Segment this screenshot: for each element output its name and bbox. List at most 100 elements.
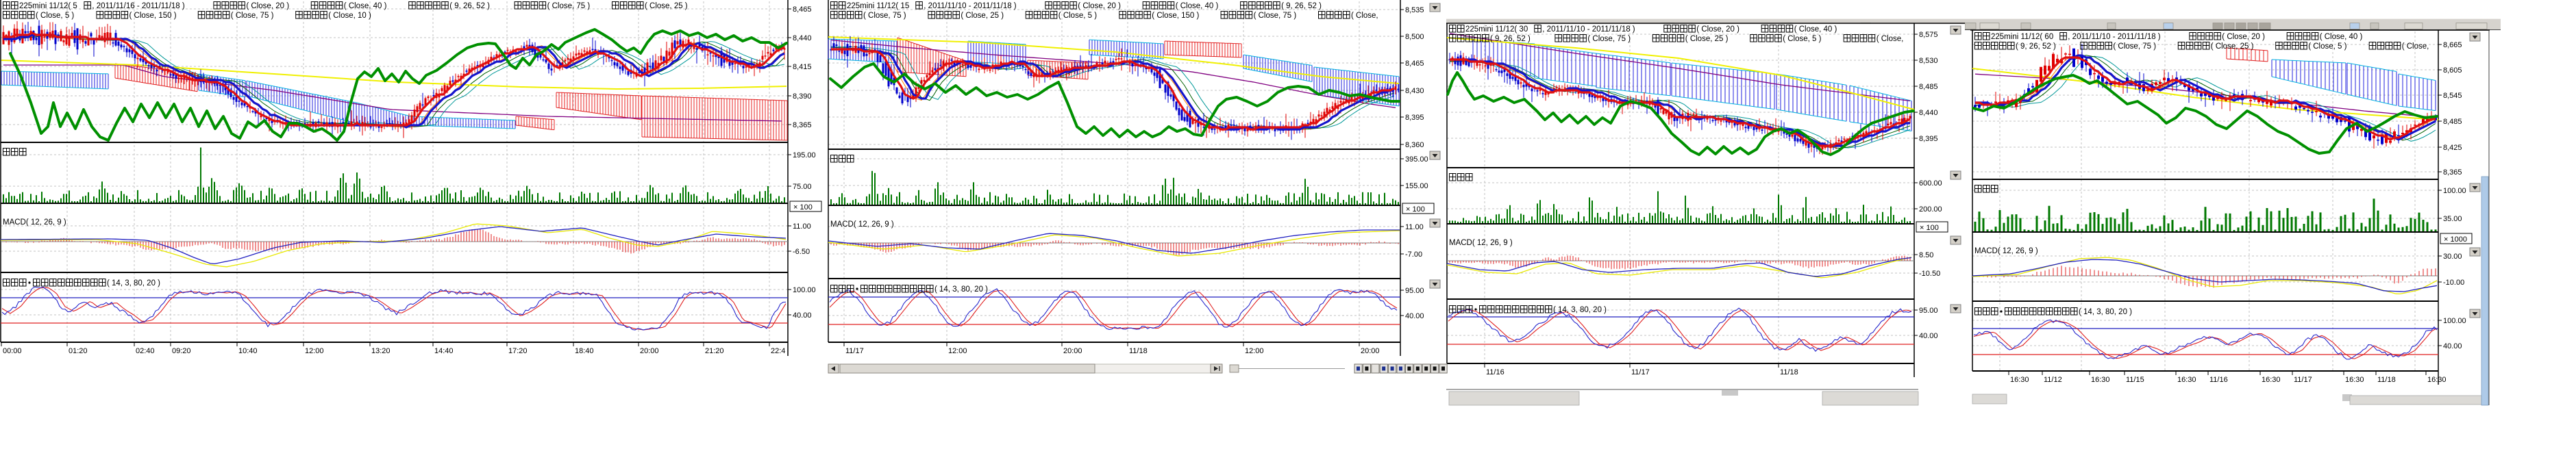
svg-text:8,465: 8,465 xyxy=(1405,60,1424,68)
svg-text:8,365: 8,365 xyxy=(2443,168,2462,177)
svg-text:× 100: × 100 xyxy=(1920,224,1939,232)
svg-text:100.00: 100.00 xyxy=(2443,187,2466,195)
svg-text:8,605: 8,605 xyxy=(2443,66,2462,75)
svg-text:09:20: 09:20 xyxy=(172,347,191,355)
svg-text:17:20: 17:20 xyxy=(508,347,528,355)
svg-text:22:4: 22:4 xyxy=(771,347,785,355)
svg-text:( 14, 3, 80, 20 ): ( 14, 3, 80, 20 ) xyxy=(934,285,988,294)
svg-text:( Close, 40 ): ( Close, 40 ) xyxy=(344,2,387,10)
svg-text:-10.50: -10.50 xyxy=(1919,270,1940,278)
svg-text:8,360: 8,360 xyxy=(1405,141,1424,149)
svg-text:( Close, 40 ): ( Close, 40 ) xyxy=(2320,33,2363,41)
svg-text:11/17: 11/17 xyxy=(2294,376,2312,384)
svg-text:8,395: 8,395 xyxy=(1405,114,1424,122)
svg-text:8,530: 8,530 xyxy=(1919,57,1938,65)
svg-text:8,500: 8,500 xyxy=(1405,33,1424,41)
svg-text:395.00: 395.00 xyxy=(1405,155,1428,164)
svg-text:8,545: 8,545 xyxy=(2443,92,2462,100)
svg-text:( 9, 26, 52 ): ( 9, 26, 52 ) xyxy=(1281,2,1322,10)
svg-text:-10.00: -10.00 xyxy=(2443,279,2464,287)
svg-text:8,485: 8,485 xyxy=(2443,118,2462,126)
svg-text:12:00: 12:00 xyxy=(305,347,324,355)
svg-text:13:20: 13:20 xyxy=(371,347,391,355)
svg-text:100.00: 100.00 xyxy=(2443,317,2466,325)
svg-text:( Close, 75 ): ( Close, 75 ) xyxy=(863,12,906,20)
svg-text:40.00: 40.00 xyxy=(793,311,812,320)
svg-text:40.00: 40.00 xyxy=(2443,342,2462,350)
svg-text:( Close, 25 ): ( Close, 25 ) xyxy=(645,2,688,10)
svg-text:( Close, 20 ): ( Close, 20 ) xyxy=(1696,25,1739,34)
svg-text:( Close, 10 ): ( Close, 10 ) xyxy=(328,12,371,20)
svg-text:( Close, 75 ): ( Close, 75 ) xyxy=(231,12,274,20)
svg-text:11.00: 11.00 xyxy=(1405,223,1424,231)
svg-text:16:30: 16:30 xyxy=(2177,376,2196,384)
svg-text:( Close, 20 ): ( Close, 20 ) xyxy=(1078,2,1121,10)
svg-text:11/18: 11/18 xyxy=(1780,368,1798,376)
svg-text:( Close, 20 ): ( Close, 20 ) xyxy=(2222,33,2265,41)
svg-text:00:00: 00:00 xyxy=(3,347,22,355)
svg-text:( 9, 26, 52 ): ( 9, 26, 52 ) xyxy=(2016,42,2056,51)
svg-text:225mini 11/12( 5: 225mini 11/12( 5 xyxy=(19,2,77,10)
svg-text:30.00: 30.00 xyxy=(2443,253,2462,261)
svg-text:8,395: 8,395 xyxy=(1919,135,1938,143)
svg-text:( Close, 75 ): ( Close, 75 ) xyxy=(1587,35,1631,43)
svg-text:02:40: 02:40 xyxy=(136,347,155,355)
svg-text:10:40: 10:40 xyxy=(238,347,258,355)
svg-text:, 2011/11/10 - 2011/11/18 ): , 2011/11/10 - 2011/11/18 ) xyxy=(924,2,1017,10)
svg-text:( Close, 75 ): ( Close, 75 ) xyxy=(1254,12,1297,20)
svg-text:8,465: 8,465 xyxy=(793,5,812,14)
svg-text:95.00: 95.00 xyxy=(1919,307,1938,315)
svg-text:225mini 11/12( 15: 225mini 11/12( 15 xyxy=(847,2,909,10)
svg-text:16:30: 16:30 xyxy=(2427,376,2447,384)
svg-text:( Close, 5 ): ( Close, 5 ) xyxy=(1783,35,1821,43)
svg-text:18:40: 18:40 xyxy=(575,347,594,355)
svg-text:8,535: 8,535 xyxy=(1405,6,1424,14)
svg-text:12:00: 12:00 xyxy=(1245,347,1264,355)
svg-text:( Close,: ( Close, xyxy=(1877,35,1904,43)
svg-text:( Close, 5 ): ( Close, 5 ) xyxy=(1058,12,1097,20)
svg-text:11/17: 11/17 xyxy=(1631,368,1650,376)
svg-text:( Close, 5 ): ( Close, 5 ) xyxy=(36,12,74,20)
svg-text:16:30: 16:30 xyxy=(2345,376,2364,384)
svg-text:8,430: 8,430 xyxy=(1405,87,1424,95)
svg-text:600.00: 600.00 xyxy=(1919,179,1942,188)
svg-text:11/12: 11/12 xyxy=(2044,376,2062,384)
svg-text:8,425: 8,425 xyxy=(2443,144,2462,152)
svg-text:200.00: 200.00 xyxy=(1919,205,1942,214)
svg-text:-7.00: -7.00 xyxy=(1405,251,1422,259)
svg-text:, 2011/11/16 - 2011/11/18 ): , 2011/11/16 - 2011/11/18 ) xyxy=(92,2,185,10)
svg-text:225mini 11/12( 60: 225mini 11/12( 60 xyxy=(1991,33,2053,41)
svg-text:20:00: 20:00 xyxy=(1361,347,1380,355)
svg-text:8,390: 8,390 xyxy=(793,92,812,101)
svg-text:( 9, 26, 52 ): ( 9, 26, 52 ) xyxy=(1490,35,1531,43)
svg-text:195.00: 195.00 xyxy=(793,151,816,159)
svg-text:( Close, 75 ): ( Close, 75 ) xyxy=(2113,42,2156,51)
svg-text:16:30: 16:30 xyxy=(2091,376,2110,384)
svg-text:-6.50: -6.50 xyxy=(793,248,810,256)
svg-text:11/17: 11/17 xyxy=(845,347,864,355)
svg-text:11/15: 11/15 xyxy=(2126,376,2144,384)
svg-text:MACD( 12, 26, 9 ): MACD( 12, 26, 9 ) xyxy=(3,218,66,227)
svg-text:MACD( 12, 26, 9 ): MACD( 12, 26, 9 ) xyxy=(1974,247,2038,255)
svg-text:11/16: 11/16 xyxy=(2209,376,2228,384)
svg-text:× 1000: × 1000 xyxy=(2444,235,2467,244)
svg-text:20:00: 20:00 xyxy=(640,347,659,355)
svg-text:8,440: 8,440 xyxy=(1919,109,1938,117)
svg-text:( 14, 3, 80, 20 ): ( 14, 3, 80, 20 ) xyxy=(107,279,160,287)
svg-text:35.00: 35.00 xyxy=(2443,215,2462,223)
svg-text:( Close, 150 ): ( Close, 150 ) xyxy=(129,12,177,20)
svg-text:8.50: 8.50 xyxy=(1919,251,1933,259)
svg-text:( 14, 3, 80, 20 ): ( 14, 3, 80, 20 ) xyxy=(2079,308,2132,316)
svg-text:8,485: 8,485 xyxy=(1919,83,1938,91)
svg-text:( Close, 75 ): ( Close, 75 ) xyxy=(547,2,591,10)
svg-text:( Close,: ( Close, xyxy=(2402,42,2429,51)
svg-text:MACD( 12, 26, 9 ): MACD( 12, 26, 9 ) xyxy=(1449,239,1513,247)
svg-text:8,415: 8,415 xyxy=(793,63,812,71)
svg-text:( 14, 3, 80, 20 ): ( 14, 3, 80, 20 ) xyxy=(1553,306,1607,314)
svg-text:11/18: 11/18 xyxy=(2377,376,2396,384)
svg-text:21:20: 21:20 xyxy=(705,347,724,355)
svg-text:11.00: 11.00 xyxy=(793,222,811,231)
svg-text:75.00: 75.00 xyxy=(793,183,812,191)
svg-text:( Close, 5 ): ( Close, 5 ) xyxy=(2308,42,2346,51)
svg-text:12:00: 12:00 xyxy=(948,347,967,355)
